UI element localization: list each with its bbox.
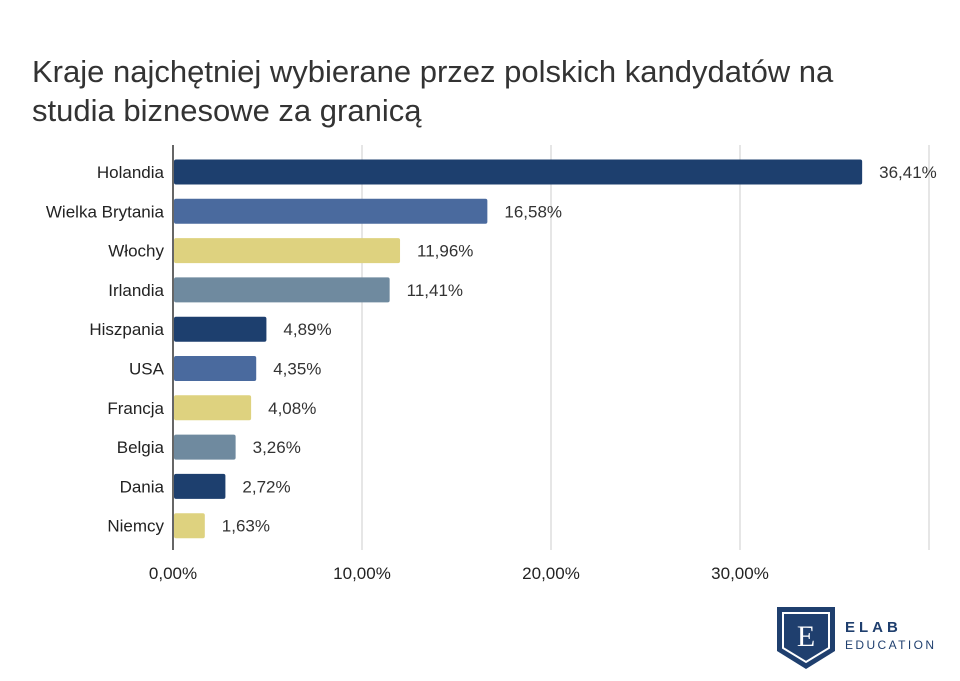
bar [174, 198, 488, 224]
shield-logo-icon: E [777, 607, 835, 669]
data-label: 3,26% [253, 438, 301, 457]
data-label: 36,41% [879, 163, 937, 182]
brand-subtitle: EDUCATION [845, 638, 937, 652]
bar [174, 238, 401, 264]
data-label: 1,63% [222, 517, 270, 536]
brand-name: ELAB [845, 619, 902, 636]
bar [174, 277, 390, 303]
category-label: Holandia [97, 163, 165, 182]
data-label: 16,58% [504, 202, 562, 221]
category-label: USA [129, 360, 165, 379]
bar [174, 316, 267, 342]
bars [174, 159, 863, 539]
category-label: Dania [120, 477, 165, 496]
x-tick-label: 0,00% [149, 564, 197, 583]
data-label: 2,72% [242, 477, 290, 496]
bar [174, 434, 236, 460]
data-label: 11,96% [417, 242, 473, 261]
logo-letter: E [797, 620, 815, 653]
bar [174, 159, 863, 185]
bar [174, 395, 252, 421]
data-label: 4,89% [283, 320, 331, 339]
bar [174, 356, 257, 381]
category-label: Hiszpania [89, 320, 164, 339]
x-tick-label: 10,00% [333, 564, 391, 583]
data-label: 11,41% [407, 281, 463, 300]
category-label: Belgia [117, 438, 165, 457]
category-label: Irlandia [108, 281, 164, 300]
data-label: 4,08% [268, 399, 316, 418]
data-label: 4,35% [273, 360, 321, 379]
grid-lines [172, 145, 930, 550]
category-label: Włochy [108, 242, 164, 261]
x-tick-label: 30,00% [711, 564, 769, 583]
category-label: Niemcy [107, 517, 164, 536]
x-tick-label: 20,00% [522, 564, 580, 583]
bar [174, 513, 205, 539]
labels: 0,00% 10,00% 20,00% 30,00% Holandia 36,41% Wie… [46, 163, 937, 583]
category-label: Francja [107, 399, 164, 418]
elab-education-logo: E ELAB EDUCATION [775, 605, 945, 671]
category-label: Wielka Brytania [46, 202, 165, 221]
bar [174, 473, 226, 499]
chart-title: Kraje najchętniej wybierane przez polski… [32, 54, 834, 128]
